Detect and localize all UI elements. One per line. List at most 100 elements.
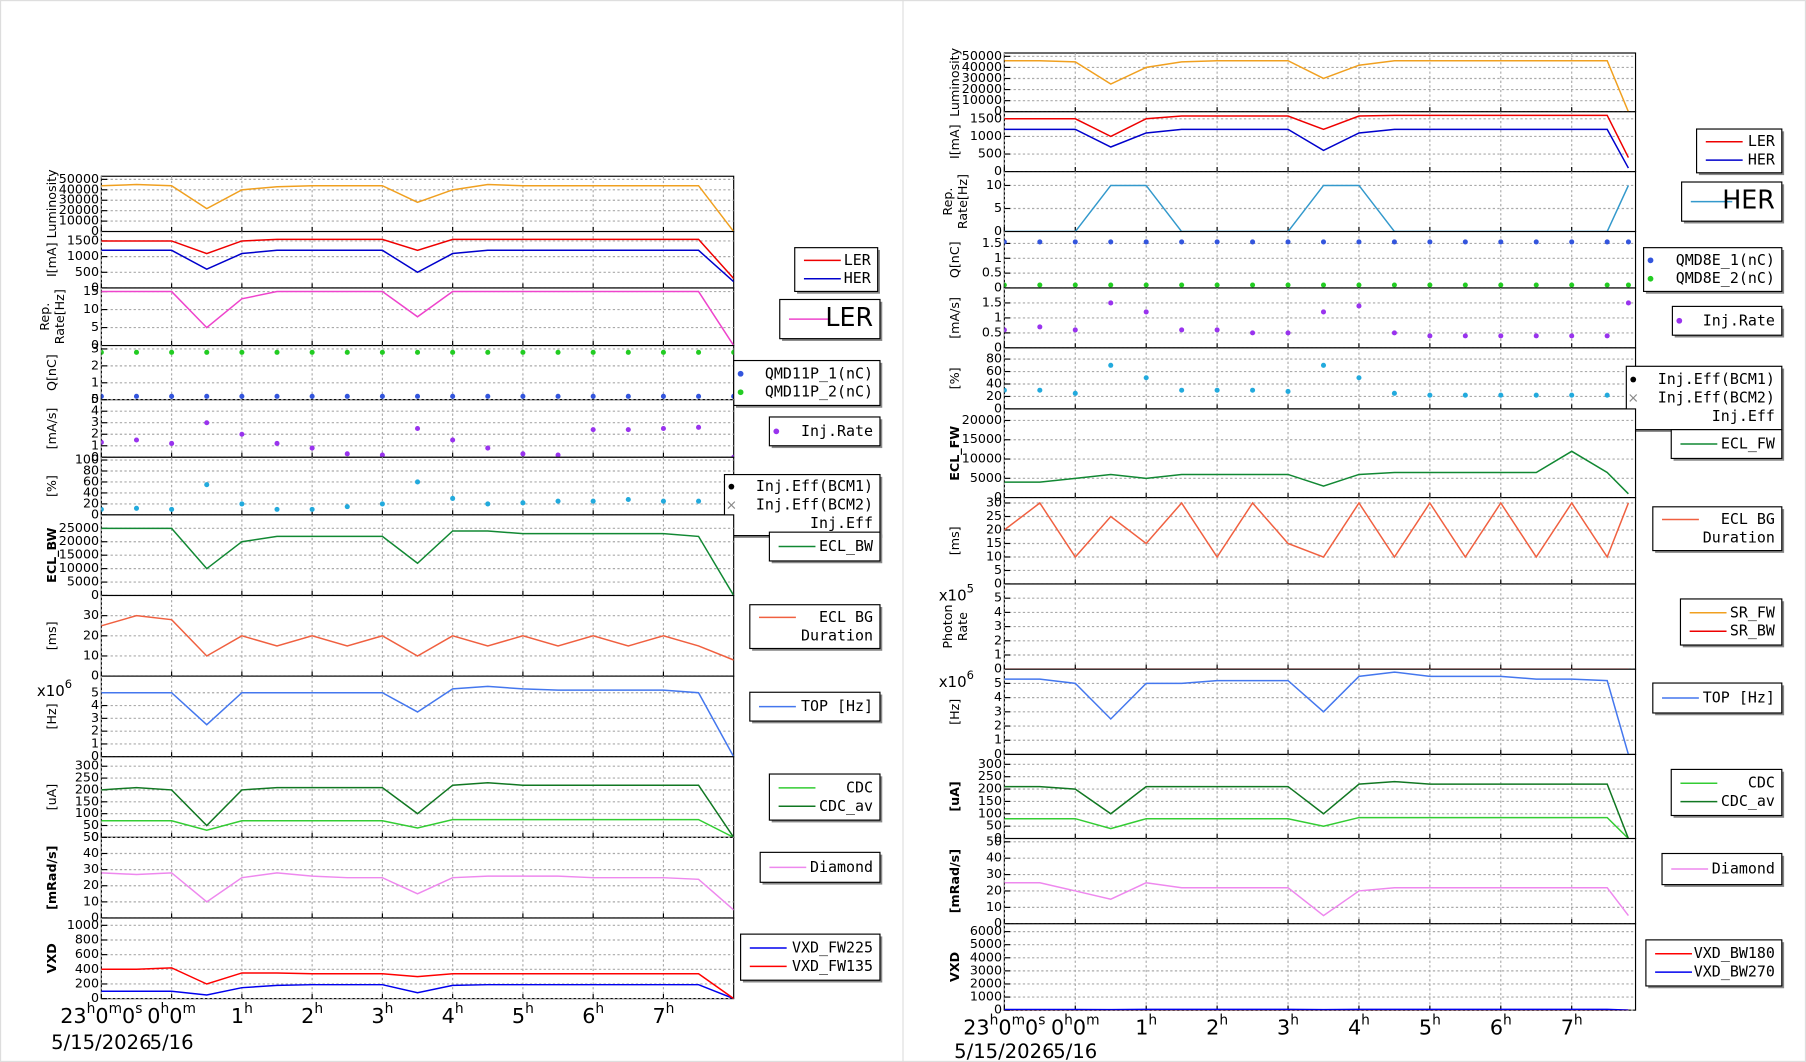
legend-label: CDC xyxy=(846,778,873,796)
x-tick-label-part: 2 xyxy=(1206,1016,1219,1040)
data-point xyxy=(133,505,140,511)
y-axis-label-line: VXD xyxy=(946,952,961,982)
data-point xyxy=(1072,327,1078,333)
data-point xyxy=(1356,282,1362,288)
plot-area xyxy=(1003,408,1637,499)
y-tick-label: 500 xyxy=(978,146,1002,161)
data-point xyxy=(379,452,385,458)
y-tick-label: 20000 xyxy=(59,202,99,217)
y-tick-label: 15 xyxy=(83,283,99,298)
y-axis-label: VXD xyxy=(43,943,58,973)
x-tick-label-part: h xyxy=(1432,1013,1441,1029)
y-tick-label: 250 xyxy=(75,770,99,785)
data-point xyxy=(555,349,561,355)
data-point xyxy=(1179,387,1185,393)
y-axis-label: Luminosity xyxy=(43,169,58,239)
data-point xyxy=(344,451,350,457)
y-tick-label: 5 xyxy=(91,391,99,406)
y-axis-label-line: I[mA] xyxy=(43,242,58,277)
y-tick-label: 10000 xyxy=(59,213,99,228)
y-tick-label: 5000 xyxy=(970,470,1002,485)
series-group xyxy=(101,290,734,346)
y-tick-label: 1.5 xyxy=(982,235,1002,250)
y-tick-label: 0 xyxy=(994,163,1002,178)
y-tick-label: 1 xyxy=(91,437,99,452)
legend-label: Inj.Eff(BCM2) xyxy=(1658,388,1775,406)
legend-label: Inj.Eff xyxy=(810,514,873,532)
series-group xyxy=(1004,59,1630,112)
data-point xyxy=(1498,239,1504,245)
data-point xyxy=(133,349,140,355)
data-point xyxy=(204,393,210,399)
data-line xyxy=(101,527,734,596)
data-point xyxy=(239,431,245,437)
legend-label: Diamond xyxy=(810,858,873,876)
y-tick-label: 60 xyxy=(986,363,1002,378)
y-tick-label: 3 xyxy=(91,340,99,355)
y-axis-label-line: ECL_BW xyxy=(43,528,59,583)
y-tick-label: 10000 xyxy=(59,560,99,575)
x-tick-label-part: h xyxy=(990,1013,999,1029)
legend-swatch xyxy=(727,501,736,509)
data-point xyxy=(696,498,702,504)
y-axis-label-line: [%] xyxy=(946,367,961,389)
series-group xyxy=(1004,184,1630,232)
data-point xyxy=(1285,282,1291,288)
y-tick-label: 300 xyxy=(978,756,1002,771)
data-point xyxy=(1391,239,1397,245)
multiplier-exp: 5 xyxy=(967,581,974,595)
legend-box xyxy=(1652,506,1783,552)
y-tick-label: 30 xyxy=(83,607,99,622)
x-tick-label-part: m xyxy=(1012,1013,1025,1029)
y-tick-label: 200 xyxy=(75,975,99,990)
data-point xyxy=(1004,282,1007,288)
x-tick-label: 7h xyxy=(652,1001,674,1028)
legend-label: Inj.Eff xyxy=(1712,407,1775,425)
legend-label: HER xyxy=(1748,151,1776,169)
y-axis-label-line: Q[nC] xyxy=(946,241,961,278)
x-tick-label-part: h xyxy=(1219,1013,1228,1029)
y-tick-label: 0 xyxy=(994,400,1002,415)
y-tick-label: 0 xyxy=(91,909,99,924)
y-tick-label: 25000 xyxy=(59,520,99,535)
plot-area xyxy=(1003,171,1637,233)
data-point xyxy=(239,501,245,507)
data-point xyxy=(204,482,210,488)
legend-label: QMD11P_2(nC) xyxy=(765,383,873,401)
y-axis-label-line: [uA] xyxy=(43,784,58,811)
legend-label: Inj.Rate xyxy=(801,422,873,440)
multiplier-exp: 6 xyxy=(967,667,974,681)
data-point xyxy=(1569,239,1575,245)
data-point xyxy=(1285,330,1291,336)
y-tick-label: 2 xyxy=(91,426,99,441)
series-group xyxy=(101,685,734,757)
y-tick-label: 1000 xyxy=(970,989,1002,1004)
data-point xyxy=(1214,327,1220,333)
data-point xyxy=(1037,282,1043,288)
axis-multiplier: x106 xyxy=(939,667,974,690)
data-point xyxy=(1250,330,1256,336)
y-tick-label: 3 xyxy=(91,414,99,429)
data-point xyxy=(1569,282,1575,288)
y-tick-label: 40 xyxy=(83,845,99,860)
data-point xyxy=(309,393,315,399)
data-point xyxy=(1604,239,1610,245)
data-line xyxy=(101,685,734,757)
data-line xyxy=(101,818,734,838)
legend-box xyxy=(1670,768,1783,817)
y-tick-label: 200 xyxy=(978,781,1002,796)
legend-label: HER xyxy=(1722,185,1775,215)
y-tick-label: 0 xyxy=(994,223,1002,238)
multiplier-exp: 6 xyxy=(65,677,72,691)
series-group xyxy=(101,238,734,283)
x-tick-label-part: h xyxy=(1064,1013,1073,1029)
y-tick-label: 0 xyxy=(91,391,99,406)
legend-label: ECL_BW xyxy=(819,537,874,555)
date-label: 5/15/2026 xyxy=(954,1040,1054,1062)
y-tick-label: 50000 xyxy=(962,48,1002,63)
y-tick-label: 2 xyxy=(994,632,1002,647)
y-tick-label: 80 xyxy=(986,351,1002,366)
y-axis-label: I[mA] xyxy=(946,124,961,159)
data-point xyxy=(450,393,456,399)
y-axis-label: [ms] xyxy=(43,621,58,650)
